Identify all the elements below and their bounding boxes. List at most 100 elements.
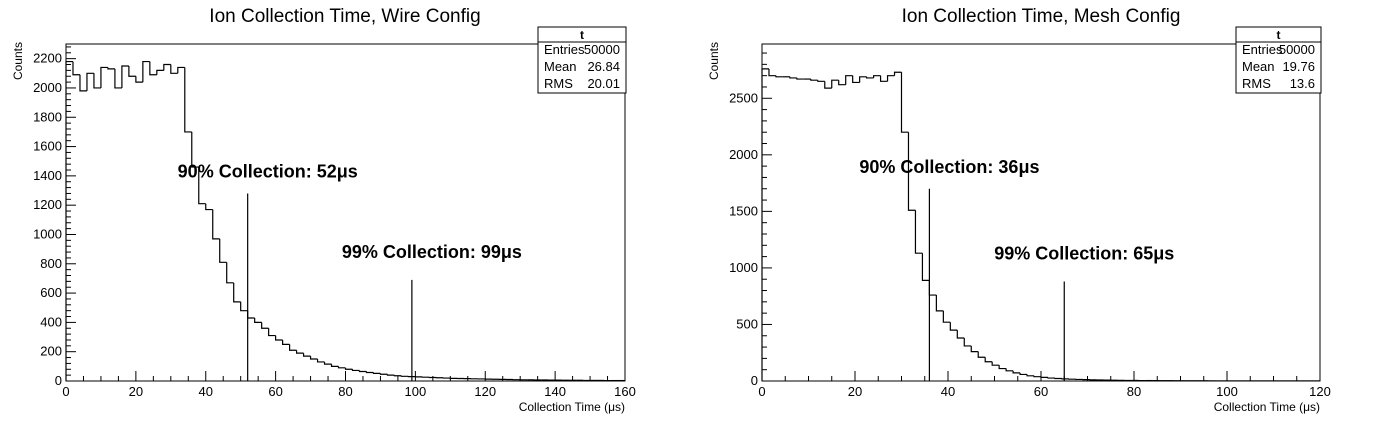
histogram-bin <box>998 365 1007 370</box>
histogram-bin <box>79 74 87 92</box>
histogram-bin <box>935 295 944 312</box>
plot-frame <box>761 43 1321 382</box>
histogram-bin <box>198 167 206 205</box>
histogram-bin <box>393 375 402 377</box>
stats-row-label: Mean <box>1242 59 1275 74</box>
histogram-bin <box>323 361 332 365</box>
chart-title: Ion Collection Time, Wire Config <box>209 6 480 27</box>
stats-row-label: RMS <box>1242 76 1271 91</box>
histogram-bin <box>309 356 318 360</box>
histogram-bin <box>205 203 213 211</box>
stats-box-frame <box>1235 26 1322 94</box>
histogram-bin <box>330 364 339 367</box>
histogram-bin <box>163 63 171 71</box>
y-tick-label: 1400 <box>33 168 62 183</box>
y-tick-label: 1000 <box>33 226 62 241</box>
chart-title: Ion Collection Time, Mesh Config <box>902 6 1181 27</box>
histogram-bin <box>254 317 262 323</box>
annotation-label: 99% Collection: 99μs <box>342 242 522 262</box>
histogram-bin <box>761 68 769 381</box>
histogram-bin <box>316 359 325 363</box>
stats-box-frame <box>537 26 627 94</box>
x-axis-label: Collection Time (μs) <box>519 400 625 414</box>
histogram-bin <box>956 330 965 339</box>
stats-row-label: Mean <box>544 59 577 74</box>
y-axis-label: Counts <box>11 42 25 80</box>
histogram-bin <box>907 132 916 211</box>
annotation-label: 90% Collection: 36μs <box>859 157 1039 177</box>
histogram-bin <box>873 75 881 78</box>
histogram-bin <box>184 67 192 133</box>
histogram-bin <box>240 301 248 312</box>
histogram-bin <box>86 72 94 91</box>
histogram-bin <box>400 375 409 377</box>
histogram-bin <box>775 75 783 78</box>
y-tick-label: 1000 <box>729 260 758 275</box>
histogram-bin <box>386 374 395 376</box>
histogram-bin <box>282 339 290 345</box>
histogram-bin <box>247 310 255 319</box>
y-tick-label: 1500 <box>729 203 758 218</box>
histogram-bin <box>1012 370 1021 374</box>
histogram-bin <box>289 344 297 351</box>
histogram-bin <box>379 373 388 375</box>
histogram-bin <box>212 209 220 240</box>
stats-row-label: RMS <box>544 76 573 91</box>
histogram-bin <box>914 210 923 254</box>
stats-row-value: 20.01 <box>587 76 620 91</box>
y-tick-label: 1800 <box>33 109 62 124</box>
histogram-bin <box>114 68 122 89</box>
histogram-bin <box>121 65 129 88</box>
x-tick-label: 100 <box>1216 384 1238 399</box>
histogram-bin <box>337 366 346 369</box>
stats-row-value: 50000 <box>584 42 620 57</box>
stats-box-name: t <box>1277 28 1281 42</box>
y-tick-label: 0 <box>751 373 758 388</box>
x-tick-label: 160 <box>614 384 636 399</box>
histogram-bin <box>170 64 178 74</box>
stats-row-value: 13.6 <box>1290 76 1315 91</box>
x-tick-label: 140 <box>544 384 566 399</box>
histogram-bin <box>149 61 157 76</box>
stats-row-label: Entries <box>1242 42 1283 57</box>
y-tick-label: 2500 <box>729 90 758 105</box>
histogram-bin <box>275 335 283 341</box>
y-tick-label: 0 <box>55 373 62 388</box>
x-tick-label: 20 <box>848 384 862 399</box>
histogram-bin <box>142 60 150 83</box>
x-tick-label: 80 <box>1127 384 1141 399</box>
histogram-bin <box>128 65 136 77</box>
x-tick-label: 40 <box>199 384 213 399</box>
annotation-label: 99% Collection: 65μs <box>994 243 1174 263</box>
x-axis-label: Collection Time (μs) <box>1214 400 1320 414</box>
histogram-bin <box>261 322 269 329</box>
x-tick-label: 120 <box>474 384 496 399</box>
x-tick-label: 0 <box>758 384 765 399</box>
histogram-bin <box>810 79 818 81</box>
histogram-bin <box>845 75 853 85</box>
histogram-bin <box>93 73 101 89</box>
chart-1: Ion Collection Time, Wire Config02004006… <box>11 6 636 414</box>
y-tick-label: 800 <box>40 256 62 271</box>
histogram-bin <box>1005 368 1014 372</box>
histogram-bin <box>817 80 825 82</box>
histogram-bin <box>177 66 185 74</box>
histogram-bin <box>942 310 951 323</box>
x-tick-label: 60 <box>1034 384 1048 399</box>
histogram-bin <box>72 61 80 76</box>
y-axis-label: Counts <box>707 42 721 80</box>
y-tick-label: 500 <box>736 316 758 331</box>
histogram-bin <box>191 131 199 168</box>
histogram-bin <box>789 76 797 79</box>
histogram-bin <box>100 66 108 88</box>
histogram-bin <box>344 367 353 370</box>
histogram-bin <box>900 72 909 133</box>
histogram-bin <box>226 262 234 284</box>
histogram-bin <box>351 369 360 372</box>
histogram-bin <box>1040 376 1048 378</box>
stats-row-value: 26.84 <box>587 59 620 74</box>
histogram-bin <box>219 238 227 263</box>
histogram-bin <box>852 75 860 84</box>
